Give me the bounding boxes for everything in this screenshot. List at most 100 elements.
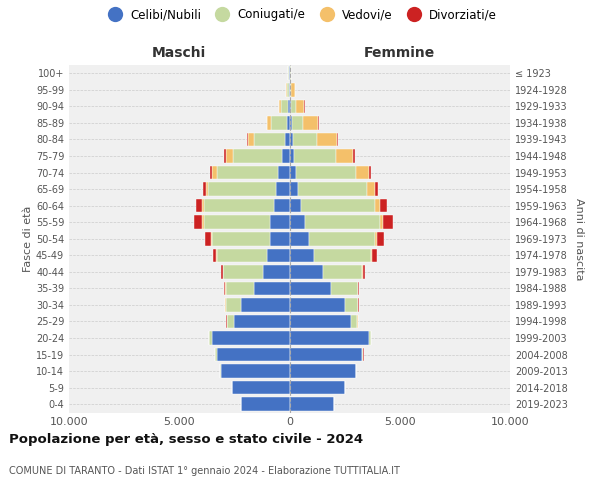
Bar <box>211 232 212 245</box>
Bar <box>227 314 235 328</box>
Bar <box>290 100 291 113</box>
Bar <box>351 314 358 328</box>
Y-axis label: Fasce di età: Fasce di età <box>23 206 33 272</box>
Bar <box>290 216 305 229</box>
Bar <box>224 149 226 163</box>
Text: Femmine: Femmine <box>364 46 436 60</box>
Bar <box>291 100 296 113</box>
Bar <box>293 132 317 146</box>
Bar <box>269 216 290 229</box>
Bar <box>286 83 287 96</box>
Bar <box>358 298 359 312</box>
Bar <box>226 282 254 295</box>
Bar <box>290 298 344 312</box>
Bar <box>296 100 304 113</box>
Bar <box>254 282 290 295</box>
Bar <box>290 314 351 328</box>
Bar <box>358 282 359 295</box>
Bar <box>202 216 203 229</box>
Bar <box>377 232 384 245</box>
Bar <box>289 83 290 96</box>
Bar <box>323 265 362 278</box>
Bar <box>336 149 353 163</box>
Bar <box>210 166 212 179</box>
Bar <box>371 248 372 262</box>
Bar <box>217 166 278 179</box>
Bar <box>303 116 318 130</box>
Bar <box>287 83 289 96</box>
Bar <box>203 182 206 196</box>
Bar <box>254 132 285 146</box>
Bar <box>226 149 233 163</box>
Bar <box>271 116 287 130</box>
Bar <box>380 216 383 229</box>
Bar <box>383 216 392 229</box>
Bar <box>224 298 226 312</box>
Bar <box>290 132 293 146</box>
Bar <box>281 100 288 113</box>
Legend: Celibi/Nubili, Coniugati/e, Vedovi/e, Divorziati/e: Celibi/Nubili, Coniugati/e, Vedovi/e, Di… <box>98 4 502 26</box>
Bar <box>369 166 371 179</box>
Bar <box>278 166 290 179</box>
Bar <box>314 248 371 262</box>
Bar <box>212 332 290 345</box>
Bar <box>282 149 290 163</box>
Bar <box>232 381 290 394</box>
Bar <box>206 182 208 196</box>
Bar <box>290 232 310 245</box>
Bar <box>290 381 344 394</box>
Bar <box>290 83 292 96</box>
Bar <box>226 298 241 312</box>
Bar <box>268 248 290 262</box>
Y-axis label: Anni di nascita: Anni di nascita <box>574 198 584 280</box>
Bar <box>223 265 263 278</box>
Bar <box>290 332 369 345</box>
Text: Popolazione per età, sesso e stato civile - 2024: Popolazione per età, sesso e stato civil… <box>9 432 363 446</box>
Bar <box>290 348 362 362</box>
Bar <box>233 149 282 163</box>
Bar <box>248 132 254 146</box>
Bar <box>305 216 380 229</box>
Bar <box>290 248 314 262</box>
Bar <box>353 149 355 163</box>
Bar <box>344 298 358 312</box>
Bar <box>367 182 376 196</box>
Bar <box>196 199 202 212</box>
Bar <box>362 348 364 362</box>
Bar <box>376 182 378 196</box>
Bar <box>290 166 296 179</box>
Bar <box>290 149 294 163</box>
Bar <box>205 232 211 245</box>
Bar <box>298 182 367 196</box>
Bar <box>194 216 202 229</box>
Bar <box>274 199 290 212</box>
Bar <box>267 116 271 130</box>
Bar <box>276 182 290 196</box>
Bar <box>247 132 248 146</box>
Bar <box>287 116 290 130</box>
Bar <box>263 265 290 278</box>
Bar <box>224 282 225 295</box>
Bar <box>317 132 337 146</box>
Bar <box>376 232 377 245</box>
Bar <box>209 332 212 345</box>
Bar <box>290 282 331 295</box>
Bar <box>380 199 386 212</box>
Bar <box>294 149 336 163</box>
Bar <box>203 216 269 229</box>
Bar <box>285 132 290 146</box>
Bar <box>216 248 217 262</box>
Bar <box>215 348 217 362</box>
Bar <box>221 364 290 378</box>
Bar <box>290 265 323 278</box>
Bar <box>292 83 295 96</box>
Bar <box>217 348 290 362</box>
Bar <box>203 199 274 212</box>
Bar <box>290 398 334 411</box>
Bar <box>369 332 371 345</box>
Bar <box>212 232 269 245</box>
Text: COMUNE DI TARANTO - Dati ISTAT 1° gennaio 2024 - Elaborazione TUTTITALIA.IT: COMUNE DI TARANTO - Dati ISTAT 1° gennai… <box>9 466 400 476</box>
Text: Maschi: Maschi <box>152 46 206 60</box>
Bar <box>356 166 369 179</box>
Bar <box>290 199 301 212</box>
